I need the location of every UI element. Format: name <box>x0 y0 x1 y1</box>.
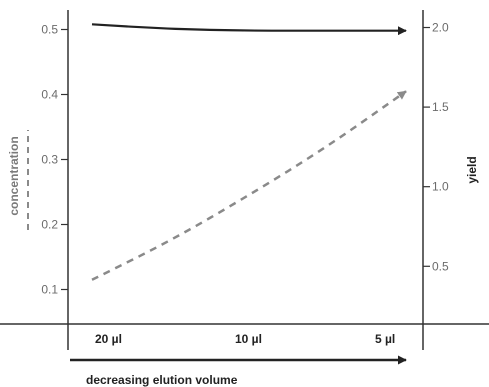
left-tick-label: 0.5 <box>41 23 58 37</box>
left-tick-label: 0.1 <box>41 283 58 297</box>
right-tick-label: 1.5 <box>432 100 449 114</box>
right-tick-label: 2.0 <box>432 21 449 35</box>
right-axis-ticks: 0.5 1.0 1.5 2.0 <box>423 21 449 273</box>
left-axis-ticks: 0.1 0.2 0.3 0.4 0.5 <box>41 23 68 297</box>
x-tick-label: 10 µl <box>235 332 262 346</box>
yield-series-line <box>91 23 407 36</box>
y-right-axis-title: yield <box>465 156 479 183</box>
y-left-axis-title: concentration <box>7 136 21 215</box>
x-tick-label: 5 µl <box>375 332 395 346</box>
right-tick-label: 1.0 <box>432 180 449 194</box>
series-layer <box>91 23 407 281</box>
left-tick-label: 0.3 <box>41 153 58 167</box>
right-tick-label: 0.5 <box>432 259 449 273</box>
x-axis-ticks: 20 µl 10 µl 5 µl <box>95 332 395 346</box>
x-axis-title: decreasing elution volume <box>86 373 238 387</box>
left-tick-label: 0.4 <box>41 88 58 102</box>
x-tick-label: 20 µl <box>95 332 122 346</box>
concentration-series-line <box>91 90 407 281</box>
left-tick-label: 0.2 <box>41 218 58 232</box>
